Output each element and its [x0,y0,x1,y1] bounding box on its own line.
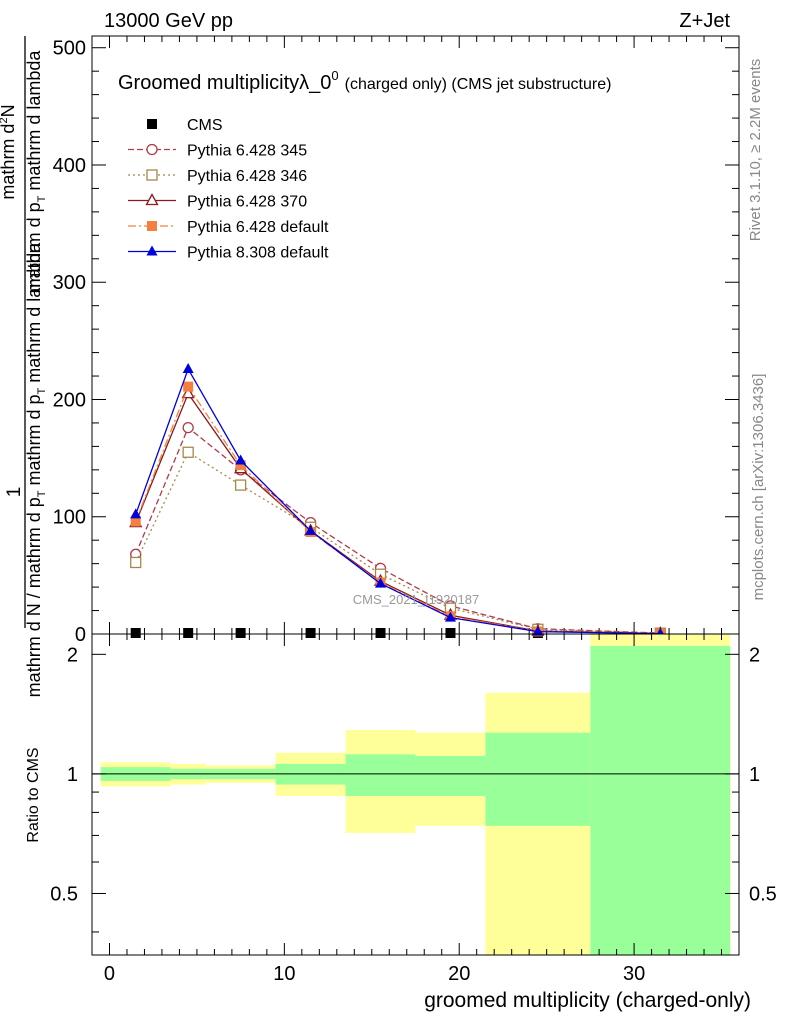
ylabel-den: mathrm d N / mathrm d p [24,497,44,697]
ylabel-num: mathrm d [0,124,18,200]
ylabel-line1-tail: mathrm d lambda [24,50,44,196]
legend-marker-p345 [146,143,158,156]
rivet-label: Rivet 3.1.10, ≥ 2.2M events [747,59,764,242]
point-p345 [182,421,194,434]
point-p346 [182,446,194,458]
ratio-y-tick-label-right: 2 [749,644,760,666]
point-p8def [532,625,544,636]
y-tick-label: 300 [53,272,86,294]
y-tick-label: 200 [53,389,86,411]
point-p8def [182,363,194,374]
ylabel-line1: mathrm d p [24,202,44,293]
legend-label-p6def: Pythia 6.428 default [187,219,329,236]
point-p8def [444,611,456,622]
point-p8def [305,524,317,535]
main-series-group [129,363,667,639]
plot-title-sup: 0 [331,68,338,83]
ylabel-num-tail: N [0,104,18,117]
legend-marker-cms [147,119,157,129]
legend-marker-p370 [145,193,159,206]
x-axis-label: groomed multiplicity (charged-only) [424,989,751,1012]
series-line-p370 [135,392,661,635]
series-line-p345 [135,426,661,634]
mcplots-label: mcplots.cern.ch [arXiv:1306.3436] [750,374,767,601]
plot-title-suffix: (charged only) (CMS jet substructure) [345,76,612,93]
ratio-y-tick-label: 1 [67,764,78,786]
ratio-y-tick-label-right: 1 [749,764,760,786]
legend-label-p345: Pythia 6.428 345 [187,143,307,160]
legend: CMS Pythia 6.428 345 Pythia 6.428 346 Pythi… [128,117,329,262]
ratio-y-tick-label: 0.5 [50,883,78,905]
point-p8def [235,454,247,465]
legend-label-p8def: Pythia 8.308 default [187,245,329,262]
plot-title: Groomed multiplicityλ_00 (charged only) (… [118,68,611,94]
x-tick-label: 30 [623,963,645,985]
ratio-panel: 0 10 20 30 0.5 0.5 1 1 2 2 [50,633,777,985]
svg-text:mathrm d2N: mathrm d2N [0,104,18,199]
svg-text:mathrm d N / mathrm d pT mathr: mathrm d N / mathrm d pT mathrm d pT mat… [24,242,48,698]
point-cms [375,628,386,638]
plot-title-main: Groomed multiplicityλ_0 [118,72,331,94]
point-cms [130,628,141,638]
point-p346 [130,556,142,569]
legend-marker-p8def [146,245,158,256]
legend-label-p370: Pythia 6.428 370 [187,194,307,211]
ratio-band-stat-4 [345,754,416,796]
main-ylabel: 1 mathrm d2N mathrm d pT mathrm d lambda… [0,36,48,697]
x-tick-label: 10 [273,963,295,985]
legend-marker-p346 [146,169,158,181]
legend-marker-p6def [147,221,157,231]
watermark: CMS_2021_I1920187 [353,592,480,607]
svg-text:mathrm d pT mathrm d lambda: mathrm d pT mathrm d lambda [24,50,48,294]
x-tick-label: 20 [448,963,470,985]
y-tick-label: 0 [75,624,86,646]
y-tick-label: 400 [53,155,86,177]
point-cms [305,628,316,638]
ratio-y-tick-label: 2 [67,644,78,666]
point-cms [183,628,194,638]
point-cms [235,628,246,638]
ratio-frame [91,633,740,956]
ylabel-num-sup: 2 [0,117,10,123]
ratio-band-stat-6 [485,732,591,826]
legend-label-p346: Pythia 6.428 346 [187,168,307,185]
ratio-y-tick-label-right: 0.5 [749,883,777,905]
point-p6def [130,516,141,527]
ylabel-den-end: mathrm d lambda [24,242,44,388]
legend-label-cms: CMS [187,117,223,134]
point-p8def [375,577,387,588]
point-p6def [183,381,194,392]
point-p6def [235,460,246,471]
point-p8def [130,508,142,519]
header-left: 13000 GeV pp [104,10,233,32]
ylabel-den-tail-sub: T [36,387,48,394]
point-cms [445,628,456,638]
y-tick-label: 500 [53,38,86,60]
x-tick-label: 0 [104,963,115,985]
ylabel-line1-sub: T [36,195,48,202]
point-p346 [234,479,247,491]
header-right: Z+Jet [679,10,730,32]
ratio-band-stat-7 [590,645,731,955]
ratio-band-stat-5 [415,755,486,796]
ratio-bands [92,634,739,955]
ylabel-one: 1 [4,487,25,498]
ylabel-den-tail: mathrm d p [24,394,44,490]
y-tick-label: 100 [53,507,86,529]
ylabel-den-sub: T [36,490,48,497]
series-line-p8def [135,367,661,635]
ratio-ylabel: Ratio to CMS [25,747,42,842]
